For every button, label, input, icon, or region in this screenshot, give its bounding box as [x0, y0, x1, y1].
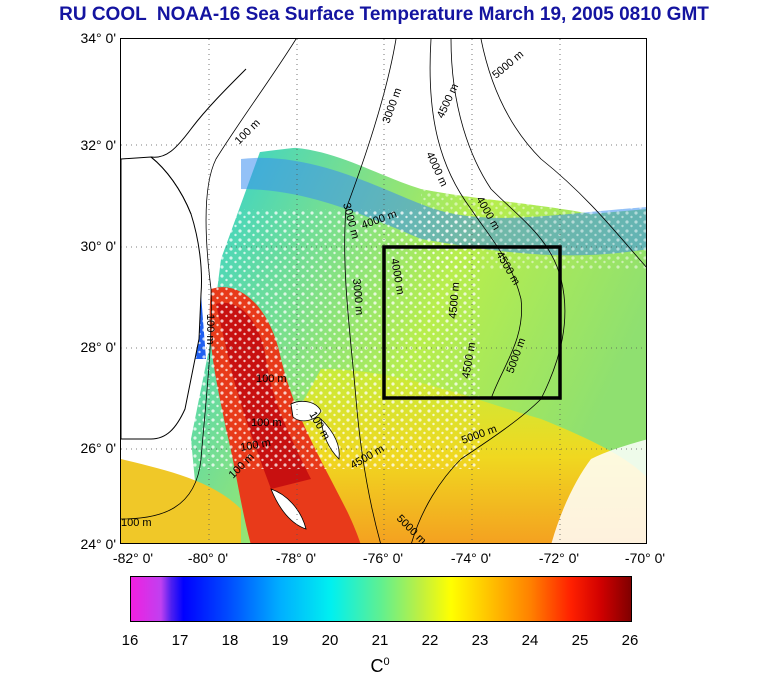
lon-label: -70° 0' [624, 550, 666, 566]
lon-label: -78° 0' [275, 550, 317, 566]
lon-label: -72° 0' [538, 550, 580, 566]
contour-label: 100 m [256, 373, 287, 385]
colorbar-tick: 20 [321, 632, 339, 649]
contour-label: 100 m [251, 417, 282, 429]
cloud-cover-southeast [551, 439, 646, 543]
unit-superscript: 0 [383, 656, 390, 668]
sst-field-warm-west [121, 459, 241, 543]
colorbar-tick: 24 [521, 632, 539, 649]
lon-label: -74° 0' [450, 550, 492, 566]
lon-label: -80° 0' [187, 550, 229, 566]
lat-label: 30° 0' [80, 238, 116, 254]
cloud-cover-north [121, 39, 381, 159]
sst-map[interactable]: 3000 m 4500 m 5000 m 4000 m 100 m 3000 m… [120, 38, 647, 544]
contour-label: 100 m [121, 517, 152, 529]
lat-label: 32° 0' [80, 137, 116, 153]
map-title: RU COOL NOAA-16 Sea Surface Temperature … [59, 4, 709, 25]
temperature-colorbar [130, 576, 632, 622]
colorbar-tick: 19 [271, 632, 289, 649]
colorbar-tick: 26 [621, 632, 639, 649]
lon-label: -76° 0' [362, 550, 404, 566]
colorbar-tick: 25 [571, 632, 589, 649]
contour-100m [121, 39, 297, 520]
lat-label: 24° 0' [80, 536, 116, 552]
contour-label: 3000 m [350, 278, 365, 316]
colorbar-tick: 17 [171, 632, 189, 649]
study-area-box[interactable] [382, 245, 562, 400]
contour-4000m [429, 39, 523, 400]
colorbar-tick: 22 [421, 632, 439, 649]
contour-3000m [344, 39, 397, 543]
cloud-cover-northeast [381, 39, 646, 204]
lat-label: 26° 0' [80, 440, 116, 456]
land-bahamas-1 [290, 400, 322, 422]
sst-map-svg: 3000 m 4500 m 5000 m 4000 m 100 m 3000 m… [121, 39, 646, 543]
colorbar-tick: 16 [121, 632, 139, 649]
contour-label: 4500 m [447, 282, 462, 320]
colorbar-tick: 23 [471, 632, 489, 649]
contour-5000m [480, 39, 646, 268]
coastline [150, 68, 247, 215]
land-bahamas-2 [320, 417, 340, 460]
lon-label: -82° 0' [112, 550, 154, 566]
lat-label: 28° 0' [80, 339, 116, 355]
contour-5000m-south [411, 398, 542, 543]
contour-4500m [450, 39, 566, 400]
contour-label: 100 m [239, 437, 271, 454]
colorbar-tick: 18 [221, 632, 239, 649]
colorbar-tick: 21 [371, 632, 389, 649]
lat-label: 34° 0' [80, 30, 116, 46]
colorbar-unit: C0 [360, 656, 400, 677]
unit-letter: C [370, 656, 384, 676]
contour-label: 100 m [204, 314, 216, 345]
